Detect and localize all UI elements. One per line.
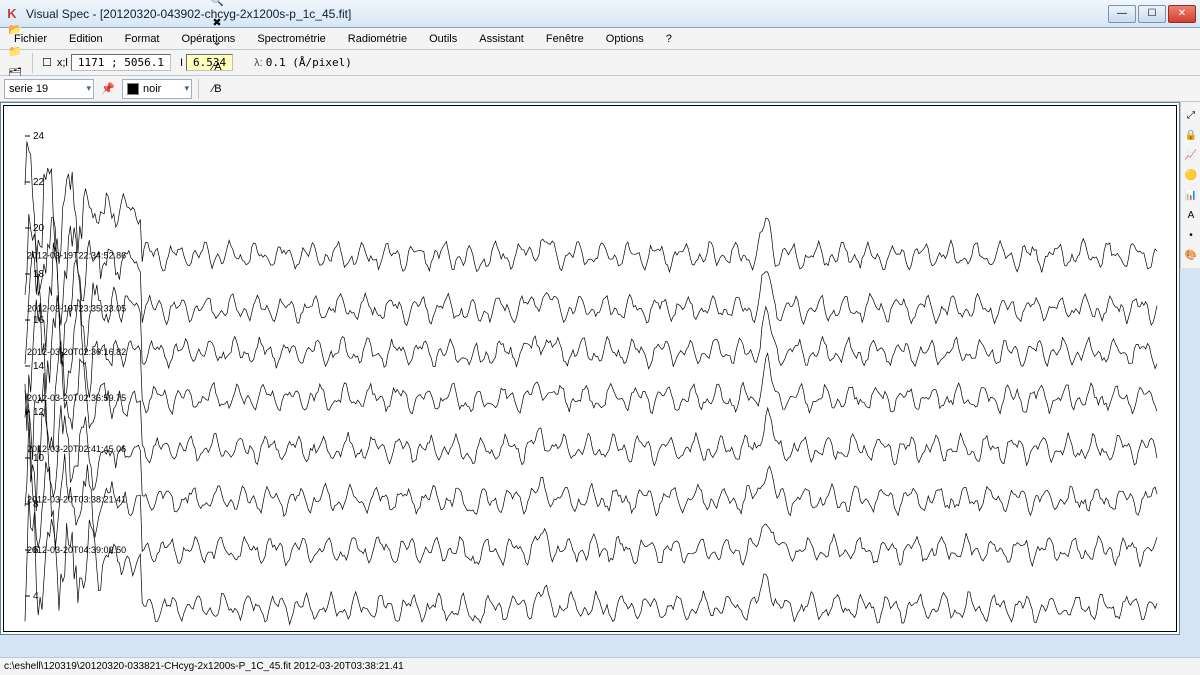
graph-icon[interactable]: 📈	[1182, 146, 1200, 164]
separator	[198, 79, 200, 99]
toolbar-1: 📂📁🗂💾 ☐ x;l 1171 ; 5056.1 I 6.534 λ: 0.1 …	[0, 50, 1200, 76]
marker-icon[interactable]: •	[1182, 226, 1200, 244]
svg-text:2012-03-20T02:36:16.82: 2012-03-20T02:36:16.82	[27, 347, 126, 357]
svg-text:2012-03-19T22:34:52.86: 2012-03-19T22:34:52.86	[27, 251, 126, 261]
color-swatch	[127, 83, 139, 95]
menu-?[interactable]: ?	[658, 31, 680, 47]
div-a-icon[interactable]: ⁄A	[206, 56, 228, 78]
menu-radiométrie[interactable]: Radiométrie	[340, 31, 415, 47]
svg-text:2012-03-20T02:41:45.06: 2012-03-20T02:41:45.06	[27, 444, 126, 454]
menu-outils[interactable]: Outils	[421, 31, 465, 47]
menu-assistant[interactable]: Assistant	[471, 31, 532, 47]
title-bar: K Visual Spec - [20120320-043902-chcyg-2…	[0, 0, 1200, 28]
svg-text:2012-03-20T02:36:59.75: 2012-03-20T02:36:59.75	[27, 393, 126, 403]
folder-icon[interactable]: 📁	[4, 41, 26, 63]
window-buttons: — ☐ ✕	[1108, 5, 1196, 23]
readout-xy-label: x;l	[57, 57, 68, 69]
text-a-icon[interactable]: A	[1182, 206, 1200, 224]
plot-frame: 4945495049554960496549704975498049854990…	[3, 105, 1177, 632]
status-bar: c:\eshell\120319\20120320-033821-CHcyg-2…	[0, 657, 1200, 675]
separator	[32, 53, 34, 73]
dispersion-label: λ:	[254, 57, 263, 69]
menu-spectrométrie[interactable]: Spectrométrie	[249, 31, 333, 47]
toolbar-2: serie 19 📌 noir ▦▤▥▯∿≈±🔍✖⌖⁄A⁄B📏✦✔⚙〰💧💦⚛HM…	[0, 76, 1200, 102]
readout-xy: 1171 ; 5056.1	[71, 54, 171, 71]
svg-text:4: 4	[33, 591, 39, 602]
menu-edition[interactable]: Edition	[61, 31, 111, 47]
dispersion-value: 0.1 (Å/pixel)	[266, 56, 352, 69]
plot-area[interactable]: 4945495049554960496549704975498049854990…	[5, 107, 1175, 630]
svg-text:2012-03-19T23:35:33.05: 2012-03-19T23:35:33.05	[27, 304, 126, 314]
svg-text:2012-03-20T03:38:21.41: 2012-03-20T03:38:21.41	[27, 494, 126, 504]
readout-i-label: I	[180, 57, 183, 69]
zoom-icon[interactable]: 🔍	[206, 0, 228, 12]
close-button[interactable]: ✕	[1168, 5, 1196, 23]
workspace: 4945495049554960496549704975498049854990…	[0, 102, 1200, 657]
status-text: c:\eshell\120319\20120320-033821-CHcyg-2…	[4, 661, 404, 672]
svg-text:2012-03-20T04:39:02.50: 2012-03-20T04:39:02.50	[27, 545, 126, 555]
menu-fenêtre[interactable]: Fenêtre	[538, 31, 592, 47]
div-b-icon[interactable]: ⁄B	[206, 78, 228, 100]
spectrum-plot: 4945495049554960496549704975498049854990…	[5, 107, 1161, 630]
color-combo[interactable]: noir	[122, 79, 192, 99]
lock-icon[interactable]: 🔒	[1182, 126, 1200, 144]
menu-bar: FichierEditionFormatOpérationsSpectromét…	[0, 28, 1200, 50]
minimize-button[interactable]: —	[1108, 5, 1136, 23]
spectrum-window: 4945495049554960496549704975498049854990…	[0, 102, 1180, 635]
svg-text:24: 24	[33, 131, 45, 142]
menu-options[interactable]: Options	[598, 31, 652, 47]
svg-text:10: 10	[33, 453, 45, 464]
expand-icon[interactable]: ⤢	[1182, 106, 1200, 124]
svg-text:14: 14	[33, 361, 45, 372]
menu-format[interactable]: Format	[117, 31, 168, 47]
target-icon[interactable]: ⌖	[206, 34, 228, 56]
svg-text:12: 12	[33, 407, 45, 418]
yellow-pin-icon[interactable]: 🟡	[1182, 166, 1200, 184]
palette-icon[interactable]: 🎨	[1182, 246, 1200, 264]
series-combo[interactable]: serie 19	[4, 79, 94, 99]
window-title: Visual Spec - [20120320-043902-chcyg-2x1…	[26, 7, 1108, 21]
mark-x-icon[interactable]: ✖	[206, 12, 228, 34]
right-toolbar: ⤢ 🔒 📈 🟡 📊 A • 🎨	[1180, 102, 1200, 268]
folder-open-icon[interactable]: 📂	[4, 19, 26, 41]
series-pin-icon[interactable]: 📌	[97, 78, 119, 100]
svg-text:22: 22	[33, 177, 45, 188]
chart-a-icon[interactable]: 📊	[1182, 186, 1200, 204]
maximize-button[interactable]: ☐	[1138, 5, 1166, 23]
